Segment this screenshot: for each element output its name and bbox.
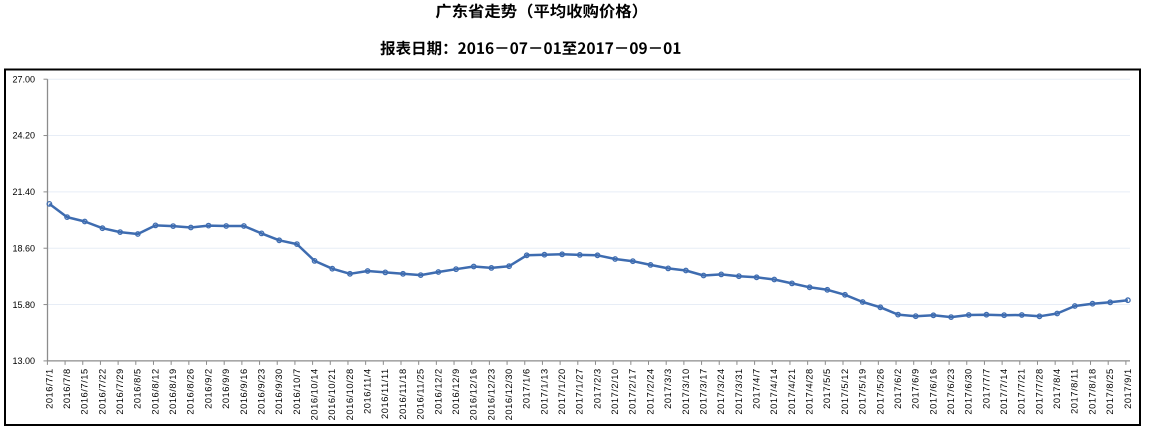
svg-text:2016/11/11: 2016/11/11: [380, 368, 390, 419]
svg-text:2016/7/15: 2016/7/15: [80, 368, 90, 414]
svg-text:2016/10/7: 2016/10/7: [292, 368, 302, 414]
svg-text:24.20: 24.20: [12, 131, 35, 141]
svg-text:2017/1/20: 2017/1/20: [557, 368, 567, 414]
svg-text:2017/1/6: 2017/1/6: [522, 368, 532, 409]
svg-text:2016/11/18: 2016/11/18: [398, 368, 408, 419]
svg-text:2016/11/4: 2016/11/4: [363, 368, 373, 414]
svg-text:13.00: 13.00: [12, 356, 35, 366]
svg-text:2017/2/3: 2017/2/3: [592, 368, 602, 409]
svg-text:2017/7/28: 2017/7/28: [1034, 368, 1044, 414]
svg-text:2016/7/8: 2016/7/8: [62, 368, 72, 409]
svg-text:2016/10/21: 2016/10/21: [327, 368, 337, 420]
svg-text:2016/9/9: 2016/9/9: [221, 368, 231, 409]
svg-text:2017/8/18: 2017/8/18: [1087, 368, 1097, 414]
svg-text:2016/9/16: 2016/9/16: [239, 368, 249, 414]
svg-text:2017/3/24: 2017/3/24: [716, 368, 726, 414]
svg-text:2016/9/30: 2016/9/30: [274, 368, 284, 414]
svg-text:2017/4/28: 2017/4/28: [805, 368, 815, 414]
svg-text:21.40: 21.40: [12, 187, 35, 197]
svg-text:2017/5/12: 2017/5/12: [840, 368, 850, 414]
svg-text:2016/12/9: 2016/12/9: [451, 368, 461, 414]
svg-text:2016/12/23: 2016/12/23: [486, 368, 496, 420]
svg-text:2017/1/27: 2017/1/27: [575, 368, 585, 414]
svg-text:2017/7/21: 2017/7/21: [1017, 368, 1027, 414]
svg-text:2016/8/26: 2016/8/26: [186, 368, 196, 414]
svg-text:2017/2/24: 2017/2/24: [645, 368, 655, 414]
svg-text:2016/8/19: 2016/8/19: [168, 368, 178, 414]
svg-text:2017/5/19: 2017/5/19: [858, 368, 868, 414]
svg-text:15.80: 15.80: [12, 300, 35, 310]
svg-text:2016/7/1: 2016/7/1: [44, 368, 54, 409]
svg-text:2016/9/2: 2016/9/2: [203, 368, 213, 409]
svg-text:2016/12/16: 2016/12/16: [469, 368, 479, 420]
svg-text:2016/8/5: 2016/8/5: [133, 368, 143, 409]
svg-text:2016/9/23: 2016/9/23: [256, 368, 266, 414]
svg-text:2017/5/26: 2017/5/26: [875, 368, 885, 414]
svg-text:2017/2/10: 2017/2/10: [610, 368, 620, 414]
svg-text:2016/12/2: 2016/12/2: [433, 368, 443, 414]
svg-text:2017/8/11: 2017/8/11: [1070, 368, 1080, 414]
svg-text:2017/2/17: 2017/2/17: [628, 368, 638, 414]
svg-text:2016/7/29: 2016/7/29: [115, 368, 125, 414]
svg-text:2017/8/25: 2017/8/25: [1105, 368, 1115, 414]
svg-text:2017/6/16: 2017/6/16: [928, 368, 938, 414]
svg-text:2017/8/4: 2017/8/4: [1052, 368, 1062, 409]
svg-text:2016/8/12: 2016/8/12: [150, 368, 160, 414]
svg-text:2017/4/14: 2017/4/14: [769, 368, 779, 414]
svg-text:27.00: 27.00: [12, 74, 35, 84]
svg-text:2017/6/23: 2017/6/23: [946, 368, 956, 414]
svg-text:2017/7/14: 2017/7/14: [999, 368, 1009, 414]
svg-text:2016/10/14: 2016/10/14: [310, 368, 320, 420]
svg-text:2017/9/1: 2017/9/1: [1123, 368, 1133, 409]
svg-text:2017/5/5: 2017/5/5: [822, 368, 832, 409]
svg-text:2017/7/7: 2017/7/7: [981, 368, 991, 409]
svg-text:2017/6/2: 2017/6/2: [893, 368, 903, 409]
svg-text:2017/3/31: 2017/3/31: [734, 368, 744, 414]
svg-text:2016/10/28: 2016/10/28: [345, 368, 355, 420]
svg-text:2016/11/25: 2016/11/25: [416, 368, 426, 419]
svg-text:2017/3/10: 2017/3/10: [681, 368, 691, 414]
svg-text:2016/12/30: 2016/12/30: [504, 368, 514, 420]
svg-text:2017/6/30: 2017/6/30: [964, 368, 974, 414]
svg-text:2016/7/22: 2016/7/22: [97, 368, 107, 414]
svg-text:2017/3/17: 2017/3/17: [698, 368, 708, 414]
svg-text:2017/1/13: 2017/1/13: [539, 368, 549, 414]
svg-text:18.60: 18.60: [12, 243, 35, 253]
svg-text:2017/4/7: 2017/4/7: [752, 368, 762, 409]
svg-text:2017/4/21: 2017/4/21: [787, 368, 797, 414]
svg-text:2017/6/9: 2017/6/9: [911, 368, 921, 409]
svg-text:2017/3/3: 2017/3/3: [663, 368, 673, 409]
